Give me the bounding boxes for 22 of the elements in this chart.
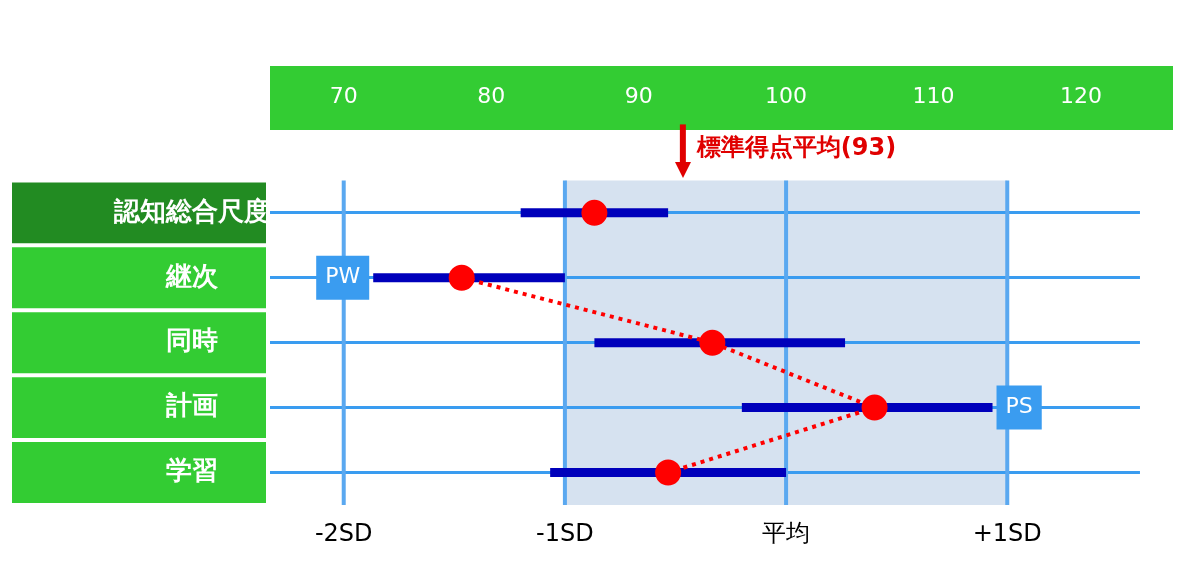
ref-line-label: -1SD (536, 519, 594, 548)
x-tick-label: 120 (1059, 82, 1102, 108)
ref-line-label: -2SD (314, 519, 373, 548)
annotation: PS (1005, 393, 1033, 419)
x-tick-label: 110 (912, 82, 955, 108)
point (581, 199, 608, 226)
y-tick-label: 同時 (166, 325, 218, 356)
x-tick-label: 90 (624, 82, 653, 108)
point (655, 459, 682, 486)
ref-line-label: 標準得点平均(93) (695, 132, 897, 161)
ref-line-label: 平均 (762, 519, 811, 548)
y-tick-label: 学習 (166, 455, 218, 486)
y-tick-label: 計画 (165, 390, 218, 421)
x-tick-label: 80 (477, 82, 506, 108)
point (699, 329, 726, 356)
y-tick-label: 継次 (165, 260, 219, 291)
x-tick-label: 70 (329, 82, 358, 108)
point (861, 394, 888, 421)
ref-line-label: +1SD (972, 519, 1042, 548)
x-tick-label: 100 (765, 82, 808, 108)
annotation: PW (325, 263, 361, 289)
point (448, 264, 475, 291)
